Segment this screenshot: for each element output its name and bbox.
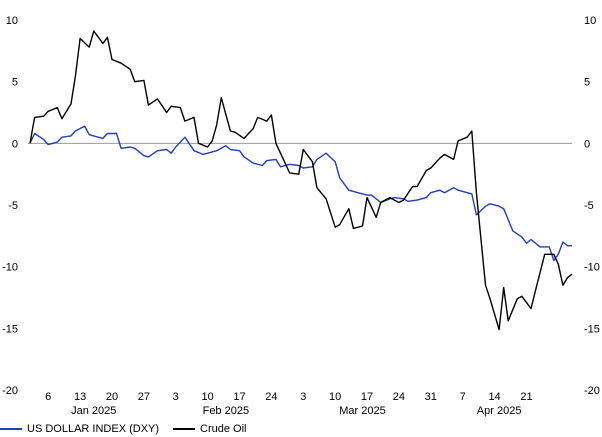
x-tick-label: 17: [233, 391, 245, 403]
legend-item-dxy: US DOLLAR INDEX (DXY): [0, 423, 159, 435]
x-month-label: Feb 2025: [203, 405, 249, 417]
x-tick-label: 27: [138, 391, 150, 403]
legend: US DOLLAR INDEX (DXY) Crude Oil: [0, 420, 261, 437]
x-month-label: Mar 2025: [339, 405, 385, 417]
x-tick-label: 17: [361, 391, 373, 403]
y-tick-label-right: 0: [584, 138, 590, 150]
x-tick-label: 24: [265, 391, 277, 403]
x-tick-label: 13: [74, 391, 86, 403]
x-month-label: Jan 2025: [71, 405, 116, 417]
x-tick-label: 7: [460, 391, 466, 403]
legend-swatch-dxy: [0, 427, 22, 430]
x-tick-label: 10: [329, 391, 341, 403]
x-tick-label: 14: [488, 391, 500, 403]
y-tick-label-right: -20: [584, 385, 600, 397]
x-tick-label: 24: [393, 391, 405, 403]
legend-label-crude-oil: Crude Oil: [200, 422, 247, 435]
y-tick-label-right: 10: [584, 15, 596, 27]
y-tick-label-right: 5: [584, 77, 590, 89]
x-tick-label: 3: [173, 391, 179, 403]
y-tick-label-right: -10: [584, 262, 600, 274]
y-tick-label-left: 5: [12, 77, 18, 89]
x-tick-label: 3: [300, 391, 306, 403]
y-tick-label-left: 10: [6, 15, 18, 27]
y-tick-label-right: -15: [584, 323, 600, 335]
y-tick-label-left: -15: [2, 323, 18, 335]
y-axis-left: 10 5 0 -5 -10 -15 -20: [2, 15, 18, 397]
series-layer: [29, 30, 573, 331]
x-month-label: Apr 2025: [477, 405, 522, 417]
y-axis-right: 10 5 0 -5 -10 -15 -20: [584, 15, 600, 397]
y-tick-label-left: -20: [2, 385, 18, 397]
series-line-crude-oil: [29, 30, 573, 331]
y-tick-label-left: -10: [2, 262, 18, 274]
legend-item-crude-oil: Crude Oil: [173, 422, 247, 435]
legend-swatch-crude-oil: [173, 427, 196, 430]
x-tick-label: 31: [425, 391, 437, 403]
y-tick-label-left: -5: [8, 200, 18, 212]
series-line-dxy: [29, 125, 572, 262]
x-axis: 6 13 20 27 3 10 17 24 3 10 17 24 31 7 14 21 Jan 2025 Feb …: [45, 391, 532, 417]
x-tick-label: 20: [106, 391, 118, 403]
x-tick-label: 6: [45, 391, 51, 403]
y-tick-label-left: 0: [12, 138, 18, 150]
x-tick-label: 21: [520, 391, 532, 403]
legend-label-dxy: US DOLLAR INDEX (DXY): [27, 422, 160, 435]
x-tick-label: 10: [202, 391, 214, 403]
y-tick-label-right: -5: [584, 200, 594, 212]
